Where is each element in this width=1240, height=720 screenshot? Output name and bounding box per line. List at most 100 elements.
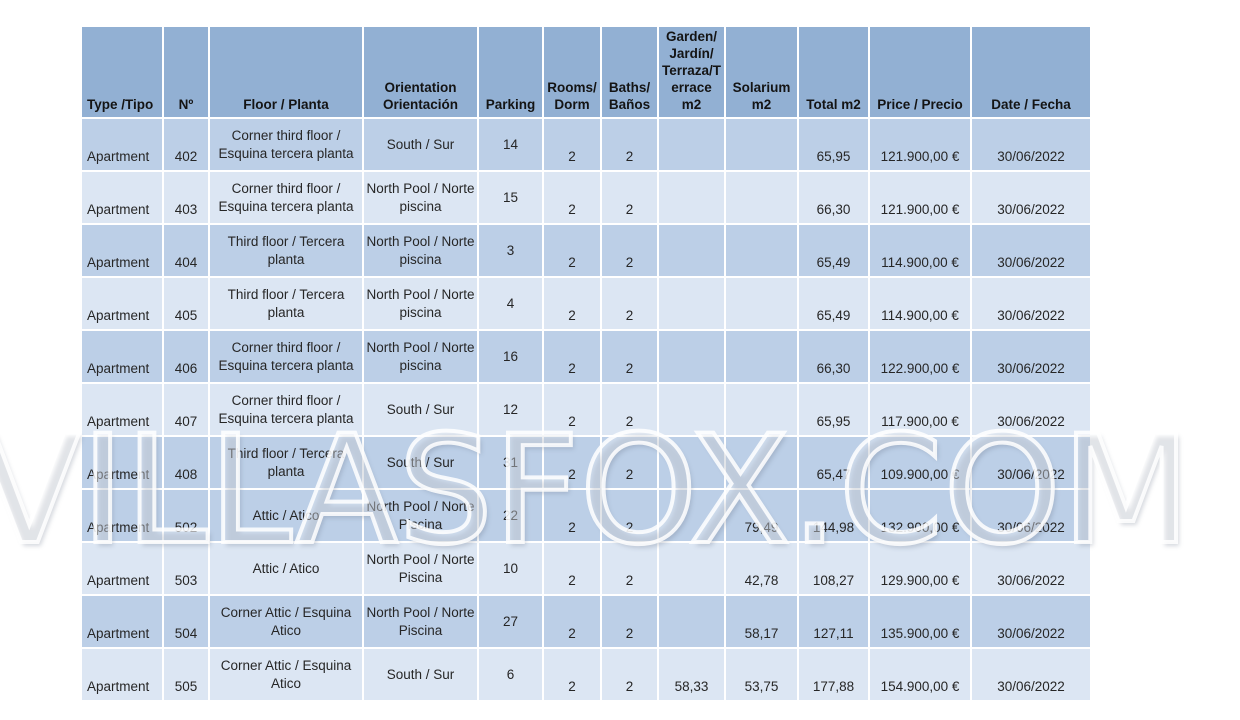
cell-type: Apartment: [80, 329, 164, 385]
cell-total: 65,49: [797, 276, 870, 332]
cell-price: 117.900,00 €: [868, 382, 972, 438]
cell-date: 30/06/2022: [970, 488, 1092, 544]
column-header-date: Date / Fecha: [970, 24, 1092, 120]
cell-parking: 16: [477, 329, 544, 385]
cell-floor: Third floor / Tercera planta: [208, 276, 364, 332]
cell-solarium: [724, 223, 799, 279]
cell-garden: [657, 382, 726, 438]
table-row: Apartment 407 Corner third floor / Esqui…: [80, 382, 1092, 438]
cell-date: 30/06/2022: [970, 382, 1092, 438]
cell-baths: 2: [600, 117, 659, 173]
cell-orientation: South / Sur: [362, 435, 479, 491]
cell-price: 114.900,00 €: [868, 223, 972, 279]
cell-number: 408: [162, 435, 210, 491]
cell-floor: Corner third floor / Esquina tercera pla…: [208, 117, 364, 173]
cell-number: 402: [162, 117, 210, 173]
cell-parking: 22: [477, 488, 544, 544]
column-header-price: Price / Precio: [868, 24, 972, 120]
table-row: Apartment 404 Third floor / Tercera plan…: [80, 223, 1092, 279]
column-header-baths: Baths/ Baños: [600, 24, 659, 120]
cell-total: 65,95: [797, 117, 870, 173]
column-header-garden: Garden/ Jardín/ Terraza/T errace m2: [657, 24, 726, 120]
cell-floor: Corner Attic / Esquina Atico: [208, 594, 364, 650]
cell-parking: 15: [477, 170, 544, 226]
cell-type: Apartment: [80, 382, 164, 438]
column-header-total: Total m2: [797, 24, 870, 120]
cell-garden: [657, 488, 726, 544]
cell-price: 122.900,00 €: [868, 329, 972, 385]
cell-rooms: 2: [542, 647, 602, 703]
cell-orientation: North Pool / Norte Piscina: [362, 594, 479, 650]
cell-rooms: 2: [542, 117, 602, 173]
cell-solarium: 53,75: [724, 647, 799, 703]
cell-parking: 14: [477, 117, 544, 173]
cell-number: 502: [162, 488, 210, 544]
cell-date: 30/06/2022: [970, 223, 1092, 279]
cell-floor: Third floor / Tercera planta: [208, 435, 364, 491]
cell-baths: 2: [600, 435, 659, 491]
cell-solarium: [724, 117, 799, 173]
cell-price: 135.900,00 €: [868, 594, 972, 650]
cell-orientation: South / Sur: [362, 117, 479, 173]
cell-solarium: [724, 276, 799, 332]
cell-garden: [657, 329, 726, 385]
cell-date: 30/06/2022: [970, 541, 1092, 597]
cell-type: Apartment: [80, 594, 164, 650]
cell-solarium: [724, 435, 799, 491]
column-header-orientation: Orientation Orientación: [362, 24, 479, 120]
cell-rooms: 2: [542, 170, 602, 226]
price-table-body: Apartment 402 Corner third floor / Esqui…: [80, 117, 1092, 703]
cell-solarium: [724, 329, 799, 385]
cell-price: 129.900,00 €: [868, 541, 972, 597]
cell-date: 30/06/2022: [970, 170, 1092, 226]
cell-price: 109.900,00 €: [868, 435, 972, 491]
column-header-type: Type /Tipo: [80, 24, 164, 120]
cell-number: 504: [162, 594, 210, 650]
table-header-row: Type /Tipo Nº Floor / Planta Orientation…: [80, 24, 1092, 120]
price-table: Type /Tipo Nº Floor / Planta Orientation…: [80, 24, 1092, 703]
cell-price: 114.900,00 €: [868, 276, 972, 332]
cell-floor: Corner third floor / Esquina tercera pla…: [208, 170, 364, 226]
cell-orientation: South / Sur: [362, 647, 479, 703]
cell-type: Apartment: [80, 223, 164, 279]
cell-garden: [657, 276, 726, 332]
table-row: Apartment 504 Corner Attic / Esquina Ati…: [80, 594, 1092, 650]
cell-rooms: 2: [542, 488, 602, 544]
cell-total: 65,49: [797, 223, 870, 279]
cell-rooms: 2: [542, 223, 602, 279]
column-header-rooms: Rooms/ Dorm: [542, 24, 602, 120]
cell-baths: 2: [600, 647, 659, 703]
cell-date: 30/06/2022: [970, 329, 1092, 385]
cell-type: Apartment: [80, 117, 164, 173]
cell-number: 405: [162, 276, 210, 332]
cell-rooms: 2: [542, 594, 602, 650]
cell-total: 108,27: [797, 541, 870, 597]
cell-type: Apartment: [80, 435, 164, 491]
column-header-floor: Floor / Planta: [208, 24, 364, 120]
cell-number: 404: [162, 223, 210, 279]
cell-garden: [657, 117, 726, 173]
cell-floor: Corner third floor / Esquina tercera pla…: [208, 382, 364, 438]
column-header-solarium: Solarium m2: [724, 24, 799, 120]
table-row: Apartment 505 Corner Attic / Esquina Ati…: [80, 647, 1092, 703]
cell-baths: 2: [600, 329, 659, 385]
cell-date: 30/06/2022: [970, 647, 1092, 703]
cell-orientation: North Pool / Norte piscina: [362, 170, 479, 226]
cell-baths: 2: [600, 382, 659, 438]
table-row: Apartment 403 Corner third floor / Esqui…: [80, 170, 1092, 226]
cell-rooms: 2: [542, 382, 602, 438]
cell-parking: 27: [477, 594, 544, 650]
table-row: Apartment 503 Attic / Atico North Pool /…: [80, 541, 1092, 597]
cell-total: 177,88: [797, 647, 870, 703]
cell-number: 505: [162, 647, 210, 703]
cell-price: 121.900,00 €: [868, 117, 972, 173]
cell-solarium: [724, 382, 799, 438]
cell-type: Apartment: [80, 647, 164, 703]
cell-orientation: North Pool / Norte Piscina: [362, 488, 479, 544]
cell-orientation: North Pool / Norte piscina: [362, 223, 479, 279]
cell-floor: Third floor / Tercera planta: [208, 223, 364, 279]
cell-garden: 58,33: [657, 647, 726, 703]
cell-baths: 2: [600, 488, 659, 544]
cell-rooms: 2: [542, 276, 602, 332]
